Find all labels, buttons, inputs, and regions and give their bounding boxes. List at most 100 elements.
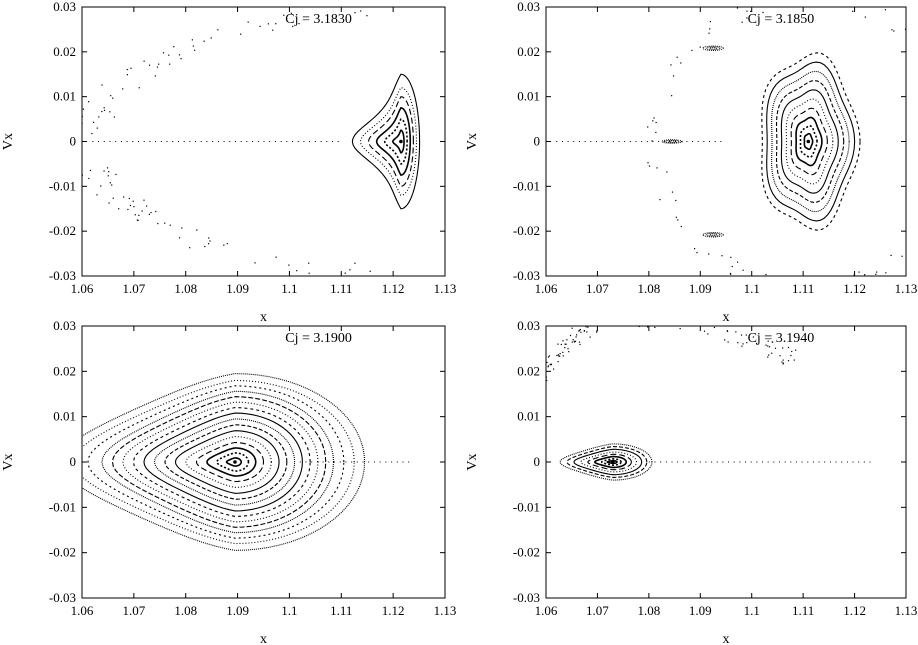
chaotic-scatter [647,3,917,287]
orbit-dot [773,7,775,8]
orbit-dot [567,141,569,142]
orbit-dot [795,349,797,351]
resonance-island [702,232,724,238]
y-tick-label: 0.02 [53,363,76,378]
x-tick-label: 1.11 [792,603,814,618]
orbit-dot [653,324,654,325]
orbit-dot [818,461,820,463]
orbit-dot [532,386,533,387]
orbit-dot [203,40,205,42]
y-tick-label: 0.03 [517,318,540,333]
orbit-dot [729,272,732,275]
invariant-curve [771,70,850,213]
y-tick-label: -0.02 [49,545,76,560]
orbit-dot [635,141,637,142]
y-tick-label: -0.01 [513,178,540,193]
orbit-dot [91,132,93,135]
y-tick-label: 0.01 [517,409,540,424]
orbit-dot [366,15,368,17]
orbit-dot [841,461,843,463]
orbit-dot [713,326,716,329]
orbit-dot [541,364,542,365]
orbit-dot [752,3,753,4]
orbit-dot [158,63,160,65]
orbit-dot [133,206,135,208]
orbit-dot [524,433,525,434]
orbit-dot [635,309,636,310]
orbit-dot [587,326,589,327]
invariant-curve [87,385,345,539]
orbit-dot [699,461,701,463]
orbit-dot [192,45,194,47]
orbit-dot [169,224,171,226]
orbit-dot [752,336,755,338]
orbit-dot [576,334,578,336]
orbit-dot [575,336,577,338]
invariant-curve [573,448,643,476]
orbit-dot [550,326,552,327]
orbit-dot [562,355,564,357]
orbit-dot [137,219,139,222]
y-axis: 0.03 0.02 0.01 0 -0.01 -0.02 -0.03 [513,0,906,283]
orbit-dot [204,245,206,248]
invariant-curve [185,436,272,488]
orbit-dot [252,141,254,142]
orbit-dot [542,386,543,387]
orbit-dot [728,461,730,463]
x-axis-title: x [723,632,730,645]
orbit-dot [579,329,582,331]
orbit-dot [82,115,83,118]
panel-title: Cj = 3.1940 [748,331,815,346]
orbit-dot [568,351,570,353]
orbit-dot [756,461,758,463]
orbit-dot [298,22,300,25]
orbit-dot [782,347,784,349]
orbit-dot [762,11,764,14]
orbit-dot [505,336,506,337]
orbit-dot [549,364,551,366]
x-tick-label: 1.13 [895,603,918,618]
orbit-dot [557,361,559,363]
orbit-dot [543,368,544,369]
orbit-dot [630,321,631,322]
orbit-dot [132,200,134,202]
orbit-dot [354,12,356,14]
orbit-dot [638,326,640,328]
orbit-dot [864,274,866,276]
orbit-dot [781,361,783,363]
invariant-curve [785,98,834,185]
orbit-dot [540,387,541,388]
orbit-dot [703,330,706,332]
orbit-dot [82,108,85,110]
fixed-point [611,460,615,464]
y-tick-label: -0.03 [49,268,76,283]
x-tick-label: 1.12 [382,603,405,618]
orbit-dot [207,243,210,245]
orbit-dot [726,330,729,333]
orbit-dot [527,438,528,439]
orbit-dot [181,227,183,229]
orbit-dot [571,341,573,343]
orbit-dot [89,169,92,171]
orbit-dot [100,185,102,187]
orbit-dot [916,48,917,49]
orbit-dot [183,141,185,142]
orbit-dot [560,343,562,346]
orbit-dot [115,141,117,142]
orbit-dot [659,323,660,324]
orbit-dot [613,309,614,310]
orbit-dot [530,402,531,403]
orbit-dot [647,315,648,316]
orbit-dot [490,330,491,331]
y-tick-label: -0.01 [513,499,540,514]
panel-title: Cj = 3.1900 [285,331,352,346]
orbit-dot [132,141,134,142]
orbit-dot [647,326,649,328]
orbit-dot [525,444,526,445]
orbit-dot [742,343,744,345]
orbit-dot [834,286,835,287]
orbit-dot [578,341,581,343]
orbit-dot [172,141,174,142]
orbit-dot [564,346,566,349]
